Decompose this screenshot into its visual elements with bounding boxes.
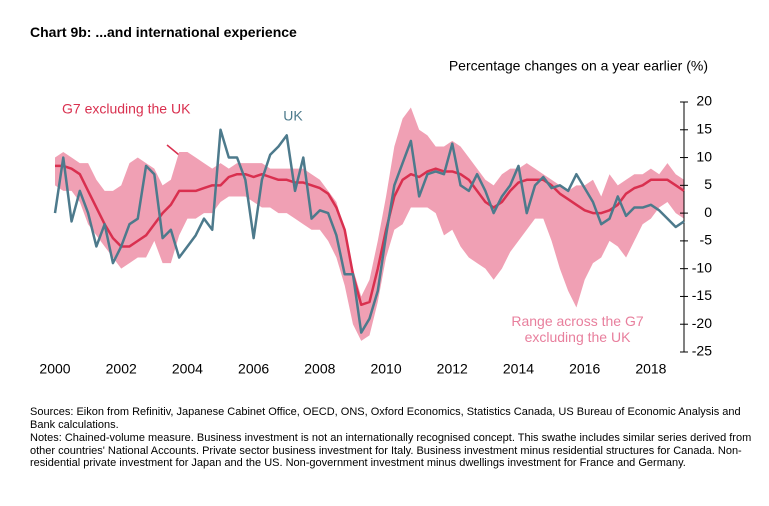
y-tick-label: 5 — [704, 176, 712, 192]
sources: Sources: Eikon from Refinitiv, Japanese … — [30, 406, 741, 431]
x-tick-label: 2004 — [172, 361, 203, 377]
y-tick-label: -25 — [692, 343, 712, 359]
y-tick-label: 15 — [696, 120, 712, 136]
x-tick-label: 2014 — [503, 361, 534, 377]
notes: Notes: Chained-volume measure. Business … — [30, 432, 752, 469]
y-tick-label: -10 — [692, 259, 712, 275]
band-label: Range across the G7 excluding the UK — [511, 313, 644, 345]
y-tick-label: 20 — [696, 93, 712, 109]
x-tick-label: 2000 — [39, 361, 70, 377]
x-tick-label: 2016 — [569, 361, 600, 377]
y-tick-label: 0 — [704, 204, 712, 220]
chart-title: Chart 9b: ...and international experienc… — [30, 24, 297, 40]
axis-label: Percentage changes on a year earlier (%) — [449, 58, 708, 74]
chart: Percentage changes on a year earlier (%)… — [39, 58, 713, 377]
y-tick-label: 10 — [696, 148, 712, 164]
y-tick-label: -15 — [692, 287, 712, 303]
range-band — [55, 107, 684, 341]
series-line — [53, 128, 685, 334]
x-tick-label: 2012 — [437, 361, 468, 377]
x-tick-label: 2010 — [370, 361, 401, 377]
y-tick-label: -5 — [700, 232, 713, 248]
series-label: UK — [283, 108, 303, 124]
x-tick-label: 2008 — [304, 361, 335, 377]
x-tick-label: 2006 — [238, 361, 269, 377]
y-tick-label: -20 — [692, 315, 712, 331]
x-tick-label: 2002 — [106, 361, 137, 377]
x-tick-label: 2018 — [635, 361, 666, 377]
series-label: G7 excluding the UK — [62, 101, 191, 117]
